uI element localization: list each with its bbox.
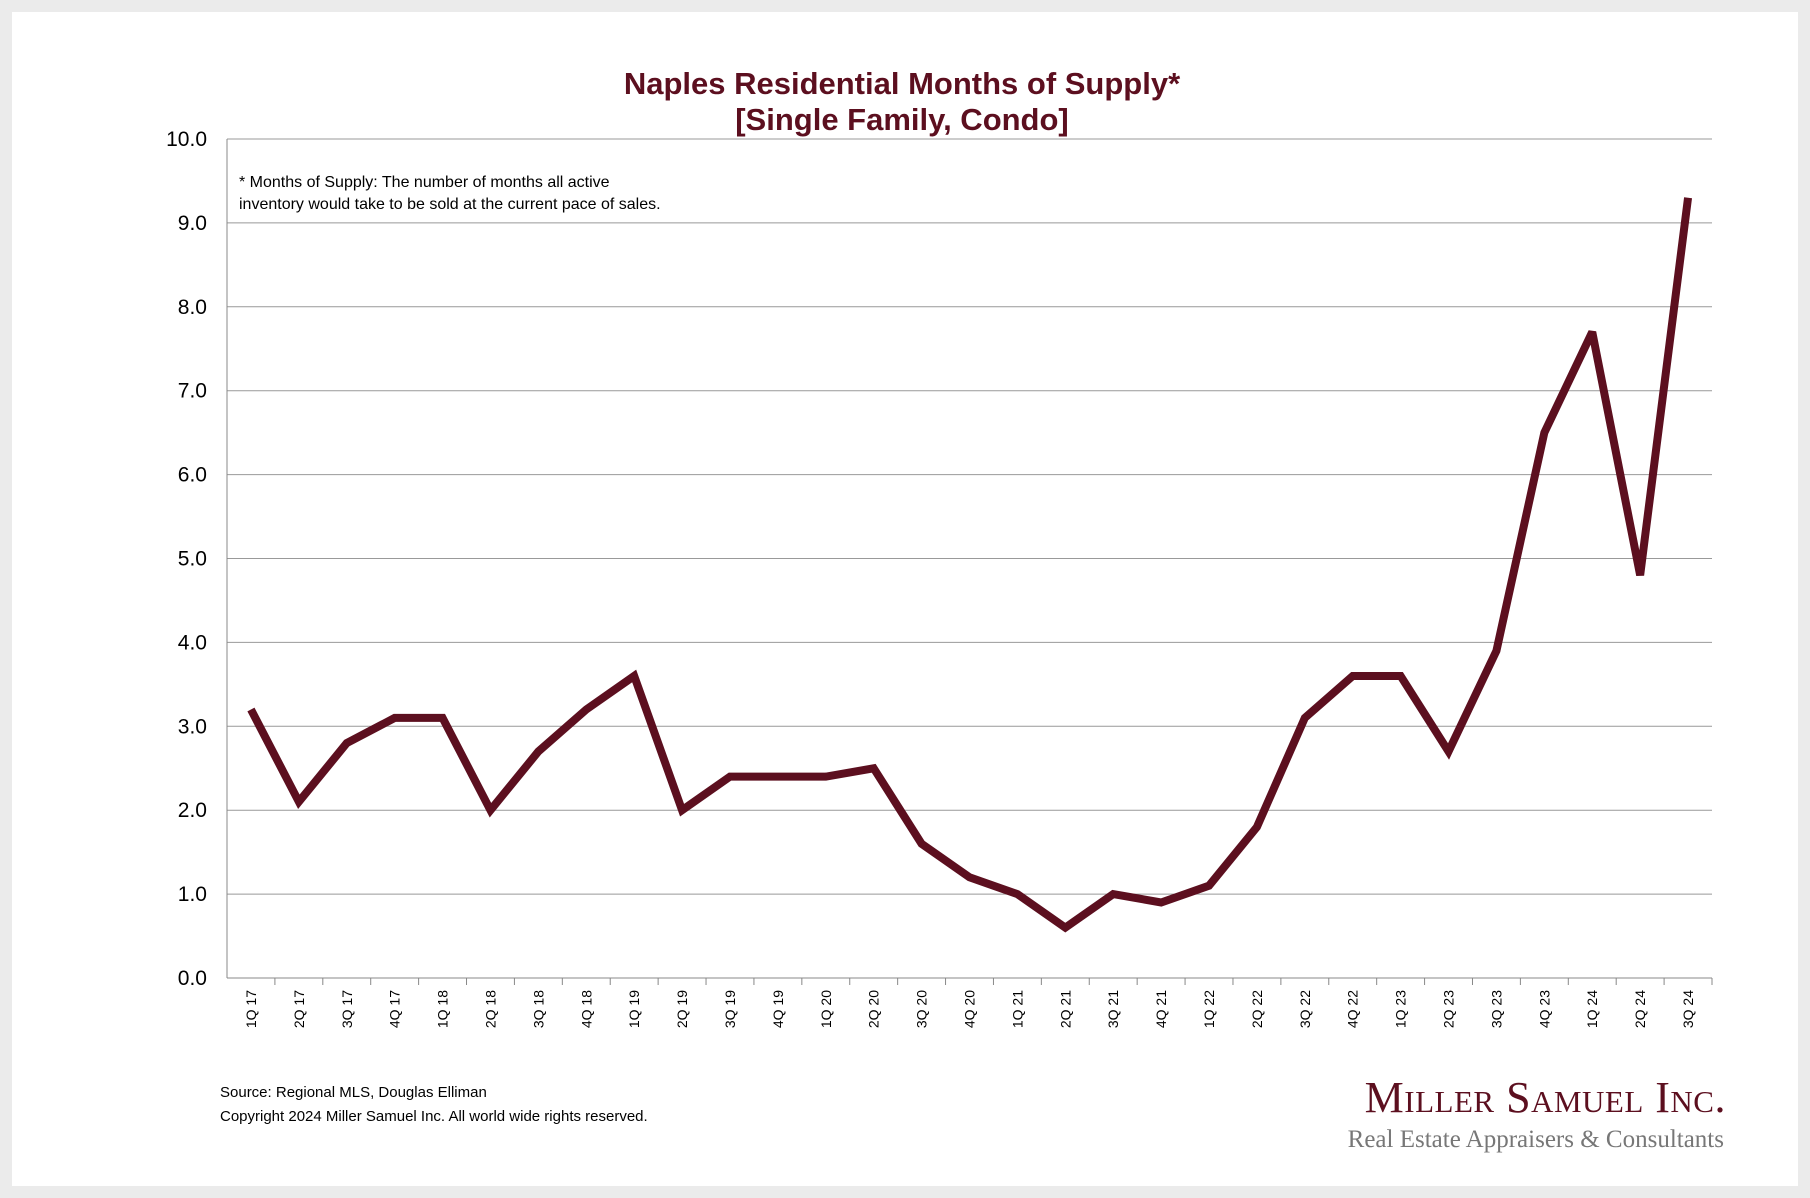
x-tick-label: 1Q 23 [1393,990,1409,1028]
chart-card: Naples Residential Months of Supply* [Si… [12,12,1798,1186]
x-tick-label: 3Q 24 [1680,990,1696,1028]
x-tick-label: 3Q 20 [914,990,930,1028]
x-tick-label: 1Q 24 [1584,990,1600,1028]
y-tick-label: 9.0 [178,212,207,235]
chart-plot: 0.0 1.0 2.0 3.0 4.0 5.0 6.0 7.0 8.0 9.0 10.0 1Q 17 2… [166,128,1713,1028]
x-tick-label: 4Q 17 [387,990,403,1028]
source-note: Source: Regional MLS, Douglas Elliman [220,1084,487,1101]
x-tick-label: 2Q 23 [1441,990,1457,1028]
x-tick-label: 1Q 22 [1201,990,1217,1028]
x-tick-label: 4Q 19 [770,990,786,1028]
x-tick-label: 2Q 21 [1057,990,1073,1028]
x-tick-label: 2Q 22 [1249,990,1265,1028]
x-tick-label: 4Q 22 [1345,990,1361,1028]
x-tick-label: 4Q 23 [1536,990,1552,1028]
x-tick-label: 3Q 18 [530,990,546,1028]
x-tick-label: 2Q 17 [291,990,307,1028]
x-tick-label: 3Q 22 [1297,990,1313,1028]
x-tick-label: 2Q 24 [1632,990,1648,1028]
y-tick-label: 10.0 [166,128,207,151]
x-tick-label: 3Q 19 [722,990,738,1028]
chart-subtitle: [Single Family, Condo] [735,102,1069,137]
x-tick-label: 1Q 17 [243,990,259,1028]
y-tick-label: 5.0 [178,548,207,571]
x-tick-label: 3Q 17 [339,990,355,1028]
annotation-line-2: inventory would take to be sold at the c… [239,196,661,213]
y-tick-label: 6.0 [178,464,207,487]
y-tick-label: 1.0 [178,883,207,906]
x-tick-label: 2Q 20 [866,990,882,1028]
x-tick-label: 3Q 21 [1105,990,1121,1028]
x-tick-label: 3Q 23 [1488,990,1504,1028]
logo-tagline: Real Estate Appraisers & Consultants [1347,1126,1724,1153]
chart-title: Naples Residential Months of Supply* [623,66,1181,101]
x-tick-label: 4Q 21 [1153,990,1169,1028]
y-tick-label: 0.0 [178,967,207,990]
y-tick-label: 7.0 [178,380,207,403]
logo-name: Miller Samuel Inc. [1364,1073,1726,1122]
x-tick-label: 2Q 18 [482,990,498,1028]
y-tick-label: 2.0 [178,799,207,822]
x-tick-label: 4Q 20 [962,990,978,1028]
x-tick-label: 1Q 18 [435,990,451,1028]
annotation-line-1: * Months of Supply: The number of months… [239,174,610,191]
y-tick-label: 3.0 [178,715,207,738]
x-tick-label: 1Q 20 [818,990,834,1028]
x-tick-label: 1Q 19 [626,990,642,1028]
x-tick-label: 4Q 18 [578,990,594,1028]
y-tick-label: 8.0 [178,296,207,319]
x-tick-label: 1Q 21 [1009,990,1025,1028]
copyright-note: Copyright 2024 Miller Samuel Inc. All wo… [220,1108,648,1125]
x-tick-label: 2Q 19 [674,990,690,1028]
y-tick-label: 4.0 [178,631,207,654]
